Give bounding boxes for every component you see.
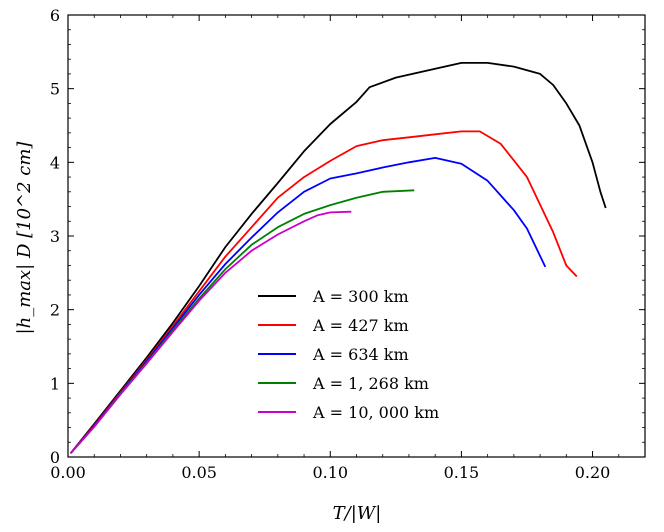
x-tick-label: 0.10: [312, 463, 348, 482]
x-tick-label: 0.05: [181, 463, 217, 482]
series-line-4: [69, 210, 352, 454]
y-tick-label: 0: [50, 448, 60, 467]
y-tick-label: 6: [50, 6, 60, 25]
y-tick-label: 3: [50, 227, 60, 246]
y-tick-label: 2: [50, 301, 60, 320]
x-tick-label: 0.15: [444, 463, 480, 482]
plot-area: [69, 62, 607, 454]
y-tick-label: 5: [50, 80, 60, 99]
legend-label-3: A = 1, 268 km: [312, 374, 429, 393]
axis-ticks: 0.00 0.05 0.10 0.15 0.20 0 1 2 3 4 5 6: [50, 6, 646, 482]
y-tick-label: 1: [50, 374, 60, 393]
x-tick-label: 0.20: [575, 463, 611, 482]
legend-label-4: A = 10, 000 km: [312, 403, 439, 422]
series-line-0: [69, 62, 607, 454]
legend-label-2: A = 634 km: [312, 345, 409, 364]
legend-label-1: A = 427 km: [312, 316, 409, 335]
series-line-1: [69, 130, 578, 454]
y-axis-label: |h_max| D [10^2 cm]: [14, 141, 35, 335]
x-axis-label: T/|W|: [333, 503, 382, 524]
series-line-2: [69, 156, 547, 454]
legend: A = 300 km A = 427 km A = 634 km A = 1, 268…: [258, 287, 439, 422]
legend-label-0: A = 300 km: [312, 287, 409, 306]
x-tick-label: 0.00: [50, 463, 86, 482]
y-tick-label: 4: [50, 153, 60, 172]
plot-frame: [67, 14, 646, 458]
y-axis-label-text: |h_max| D [10^2 cm]: [14, 141, 35, 335]
